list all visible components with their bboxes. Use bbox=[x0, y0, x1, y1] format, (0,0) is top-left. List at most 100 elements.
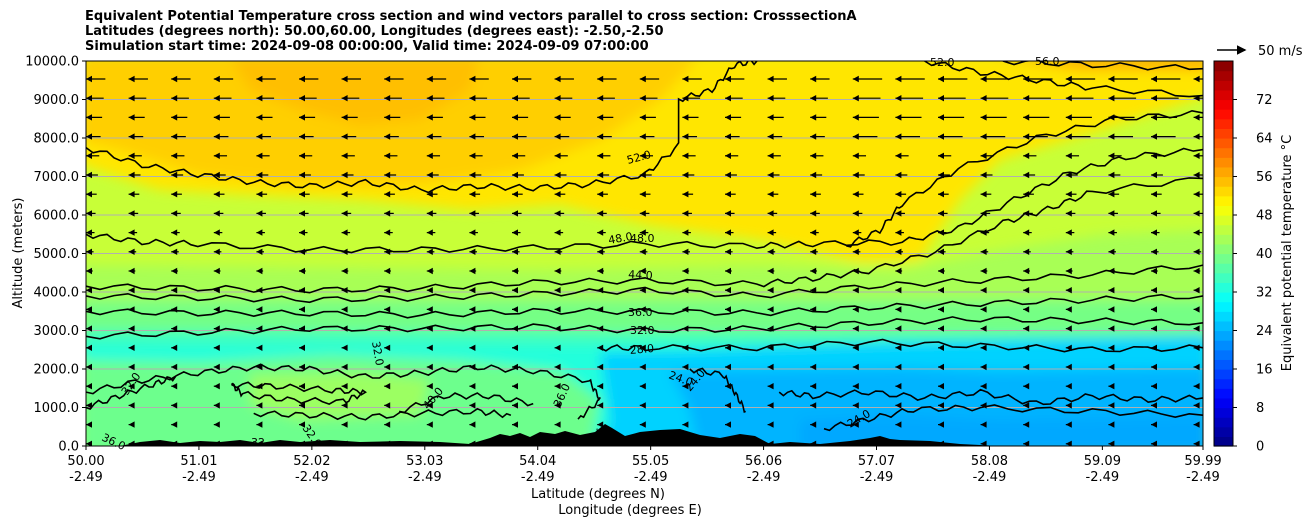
wind-vector-head bbox=[256, 248, 263, 255]
wind-vector-head bbox=[299, 191, 305, 198]
wind-vector-head bbox=[852, 402, 859, 409]
wind-vector-head bbox=[810, 363, 817, 371]
wind-vector-head bbox=[682, 267, 689, 275]
x-axis-label: Latitude (degrees N) bbox=[531, 487, 665, 502]
wind-vector-head bbox=[980, 440, 987, 446]
x-tick-label-lon: -2.49 bbox=[634, 470, 668, 485]
colorbar-tick-label: 32 bbox=[1256, 286, 1273, 301]
contour-line-36 bbox=[86, 363, 601, 420]
wind-vector-head bbox=[852, 344, 859, 351]
wind-vector-head bbox=[469, 191, 476, 198]
wind-vector-head bbox=[1151, 363, 1157, 371]
wind-vector-head bbox=[256, 460, 262, 466]
wind-vector-head bbox=[597, 306, 604, 313]
wind-vector-head bbox=[426, 248, 433, 255]
wind-vector-head bbox=[512, 363, 518, 371]
wind-vector-head bbox=[384, 191, 391, 198]
wind-vector-head bbox=[299, 152, 305, 159]
wind-vector-head bbox=[682, 152, 689, 159]
wind-vector-head bbox=[682, 229, 689, 236]
colorbar-segment bbox=[1214, 205, 1233, 216]
wind-vector-head bbox=[171, 229, 178, 236]
x-tick-label: 59.99 bbox=[1184, 454, 1221, 469]
wind-vector-head bbox=[852, 191, 859, 198]
contour-label: 32.0 bbox=[369, 340, 386, 366]
wind-vector-head bbox=[980, 402, 987, 409]
wind-vector-head bbox=[938, 191, 944, 198]
wind-vector-head bbox=[299, 421, 305, 428]
wind-vector-head bbox=[299, 287, 305, 294]
x-tick-label-lon: -2.49 bbox=[69, 470, 103, 485]
wind-vector-head bbox=[426, 171, 433, 179]
wind-vector-head bbox=[171, 171, 178, 179]
wind-vector-head bbox=[86, 421, 92, 428]
wind-vector-head bbox=[384, 325, 391, 332]
wind-vector-head bbox=[171, 306, 178, 313]
wind-vector-head bbox=[384, 229, 391, 236]
wind-vector-head bbox=[384, 287, 391, 294]
wind-vector-head bbox=[597, 267, 604, 275]
wind-vector-head bbox=[852, 363, 859, 371]
wind-vector-head bbox=[938, 287, 944, 294]
x-tick-label: 54.04 bbox=[519, 454, 556, 469]
wind-vector-head bbox=[682, 191, 689, 198]
wind-vector-head bbox=[597, 95, 604, 102]
wind-vector-head bbox=[469, 287, 476, 294]
wind-vector-head bbox=[512, 383, 518, 390]
wind-vector-head bbox=[171, 114, 178, 121]
wind-vector-head bbox=[1023, 325, 1030, 332]
x-axis-label-2: Longitude (degrees E) bbox=[558, 503, 702, 518]
wind-vector-head bbox=[1108, 306, 1115, 313]
wind-vector-head bbox=[597, 325, 604, 332]
wind-vector-head bbox=[980, 133, 987, 140]
colorbar-segment bbox=[1214, 407, 1233, 418]
contour-label: 52.0 bbox=[625, 148, 652, 167]
colorbar-segment bbox=[1214, 176, 1233, 187]
wind-vector-head bbox=[554, 152, 561, 159]
wind-vector-head bbox=[810, 191, 817, 198]
wind-vector-head bbox=[128, 344, 135, 351]
contour-label: 52.0 bbox=[930, 56, 955, 69]
wind-vector-head bbox=[1193, 248, 1200, 255]
wind-vector-head bbox=[980, 344, 987, 351]
wind-vector-head bbox=[895, 363, 902, 371]
wind-vector-head bbox=[1193, 152, 1200, 159]
contour-label: 3 bbox=[593, 425, 608, 436]
wind-vector-head bbox=[299, 383, 305, 390]
wind-vector-head bbox=[767, 383, 774, 390]
wind-vector-head bbox=[426, 383, 433, 390]
wind-vector-head bbox=[1023, 344, 1030, 351]
wind-vector-head bbox=[512, 421, 518, 428]
wind-vector-head bbox=[639, 344, 646, 351]
colorbar-tick-label: 64 bbox=[1256, 132, 1273, 147]
wind-vector-head bbox=[469, 210, 476, 217]
wind-vector-head bbox=[256, 75, 263, 83]
wind-vector-head bbox=[767, 287, 774, 294]
colorbar-segment bbox=[1214, 311, 1233, 322]
wind-vector-head bbox=[384, 421, 391, 428]
wind-vector-head bbox=[1023, 133, 1030, 140]
colorbar-segment bbox=[1214, 282, 1233, 293]
wind-vector-head bbox=[852, 133, 859, 140]
colorbar-tick-label: 0 bbox=[1256, 440, 1264, 455]
wind-vector-head bbox=[86, 344, 92, 351]
wind-vector-head bbox=[299, 344, 305, 351]
wind-vector-head bbox=[469, 267, 476, 275]
wind-vector-head bbox=[171, 248, 178, 255]
wind-vector-head bbox=[1193, 325, 1200, 332]
wind-vector-head bbox=[895, 152, 902, 159]
wind-vector-head bbox=[299, 248, 305, 255]
contour-label: 48.0 bbox=[630, 232, 655, 245]
wind-vector-head bbox=[299, 363, 305, 371]
wind-vector-head bbox=[1151, 460, 1157, 466]
wind-vector-head bbox=[895, 267, 902, 275]
wind-vector-head bbox=[1193, 402, 1200, 409]
colorbar-tick-label: 40 bbox=[1256, 247, 1273, 262]
wind-vector-head bbox=[1108, 248, 1115, 255]
x-tick-label: 58.08 bbox=[971, 454, 1008, 469]
wind-vector-head bbox=[980, 114, 987, 121]
wind-vector-head bbox=[895, 306, 902, 313]
wind-vector-head bbox=[639, 210, 646, 217]
wind-vector-head bbox=[86, 171, 92, 179]
contour-label: 32 bbox=[251, 436, 265, 449]
